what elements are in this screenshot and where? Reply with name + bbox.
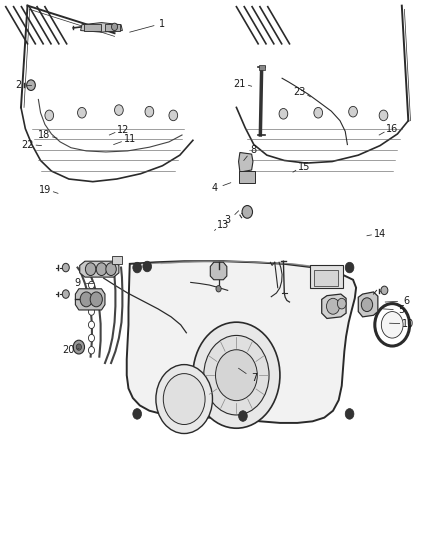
Circle shape: [216, 286, 221, 292]
Circle shape: [242, 206, 253, 218]
Text: 5: 5: [399, 305, 405, 315]
Circle shape: [88, 281, 95, 289]
Bar: [314, 270, 338, 286]
Circle shape: [239, 411, 247, 421]
Bar: [239, 171, 255, 183]
Text: 9: 9: [74, 278, 81, 288]
Circle shape: [45, 110, 53, 120]
Text: 18: 18: [38, 130, 50, 140]
Circle shape: [381, 286, 388, 295]
Circle shape: [90, 292, 102, 307]
Circle shape: [215, 350, 257, 401]
Circle shape: [279, 109, 288, 119]
Circle shape: [145, 107, 154, 117]
Circle shape: [88, 334, 95, 342]
Text: 7: 7: [251, 373, 257, 383]
Circle shape: [78, 108, 86, 118]
Polygon shape: [358, 292, 378, 317]
Circle shape: [193, 322, 280, 428]
Polygon shape: [322, 294, 346, 318]
Polygon shape: [81, 22, 122, 32]
Text: 1: 1: [159, 19, 166, 29]
Text: 13: 13: [217, 220, 230, 230]
Text: 6: 6: [403, 296, 409, 306]
Text: 11: 11: [124, 134, 136, 144]
Text: 20: 20: [63, 345, 75, 356]
Text: 23: 23: [293, 86, 306, 96]
Circle shape: [337, 298, 346, 309]
Circle shape: [112, 23, 117, 30]
Polygon shape: [239, 152, 253, 172]
Circle shape: [143, 261, 152, 272]
Circle shape: [115, 105, 123, 115]
Text: 10: 10: [402, 319, 414, 329]
Text: 21: 21: [234, 78, 246, 88]
Circle shape: [76, 344, 81, 350]
Circle shape: [361, 298, 373, 312]
Circle shape: [88, 308, 95, 316]
Circle shape: [169, 110, 178, 120]
Circle shape: [88, 295, 95, 302]
Circle shape: [88, 268, 95, 276]
Text: 2: 2: [15, 80, 21, 90]
Circle shape: [62, 263, 69, 272]
Circle shape: [349, 107, 357, 117]
Circle shape: [381, 312, 403, 338]
Circle shape: [326, 298, 339, 314]
Circle shape: [73, 340, 85, 354]
Circle shape: [96, 263, 107, 276]
Text: 8: 8: [251, 145, 257, 155]
Bar: [311, 265, 343, 288]
Circle shape: [85, 263, 96, 276]
Polygon shape: [80, 261, 119, 277]
Polygon shape: [127, 261, 356, 423]
Circle shape: [345, 262, 354, 273]
Circle shape: [80, 292, 92, 307]
Circle shape: [314, 108, 322, 118]
Circle shape: [379, 110, 388, 120]
Circle shape: [133, 262, 141, 273]
Circle shape: [204, 335, 269, 415]
Circle shape: [156, 365, 212, 433]
Text: 16: 16: [386, 124, 398, 134]
Bar: [105, 24, 120, 30]
Text: 15: 15: [298, 162, 310, 172]
Text: 12: 12: [117, 125, 130, 135]
Text: 3: 3: [225, 215, 231, 225]
Circle shape: [345, 409, 354, 419]
Bar: [113, 256, 122, 264]
Text: 22: 22: [21, 140, 34, 150]
Circle shape: [88, 321, 95, 328]
Text: 4: 4: [212, 183, 218, 193]
Circle shape: [88, 346, 95, 354]
Text: 14: 14: [374, 229, 386, 239]
Bar: [258, 65, 265, 70]
Circle shape: [62, 290, 69, 298]
Circle shape: [163, 374, 205, 424]
Text: 19: 19: [39, 184, 51, 195]
Bar: [84, 24, 102, 30]
Polygon shape: [210, 262, 227, 280]
Circle shape: [133, 409, 141, 419]
Circle shape: [27, 80, 35, 91]
Circle shape: [106, 263, 116, 276]
Polygon shape: [75, 289, 105, 310]
